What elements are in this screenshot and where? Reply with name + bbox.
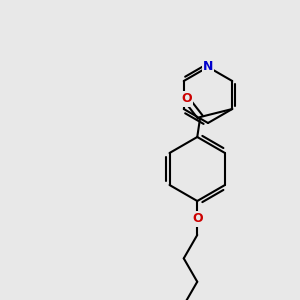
Text: O: O bbox=[192, 212, 202, 226]
Text: N: N bbox=[203, 61, 213, 74]
Text: O: O bbox=[181, 92, 192, 106]
